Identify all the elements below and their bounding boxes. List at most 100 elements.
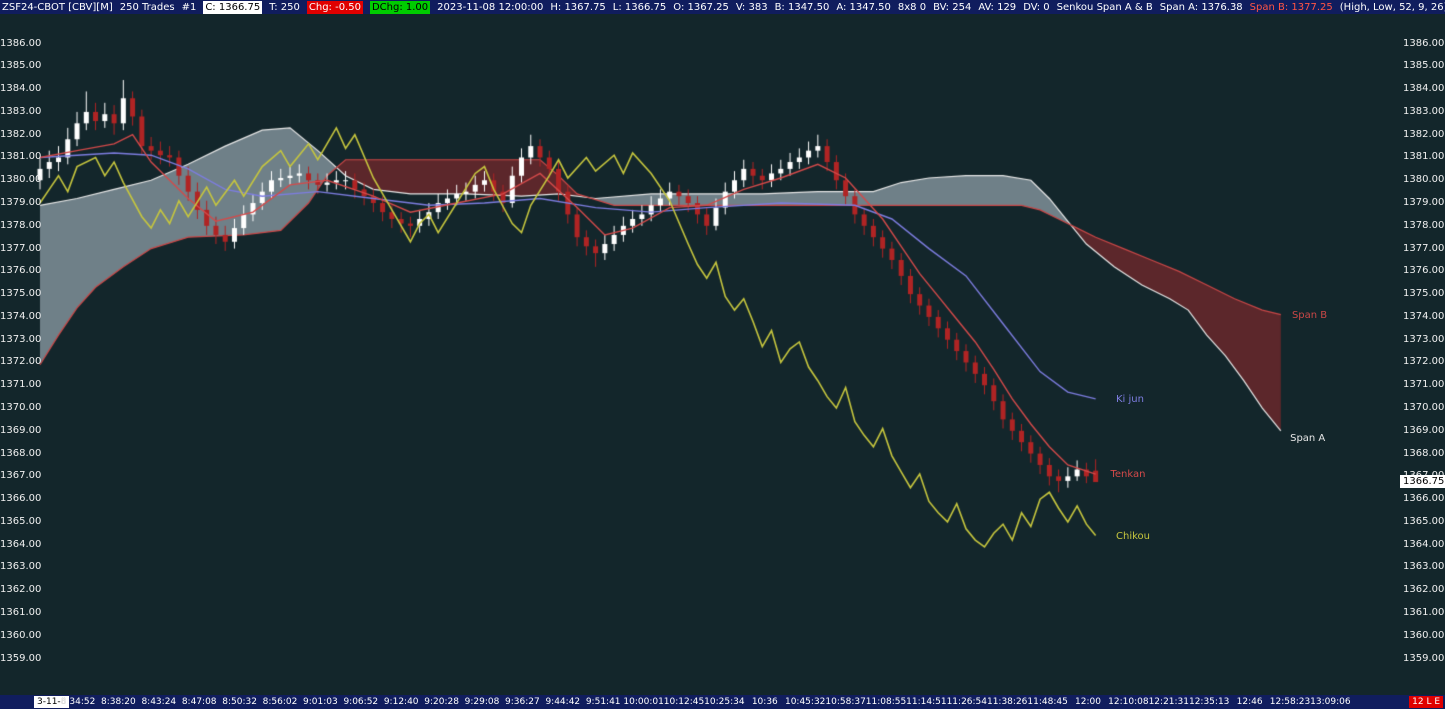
price-tick-label: 1383.00 bbox=[1403, 105, 1445, 117]
price-tick-label: 1380.00 bbox=[1403, 174, 1445, 186]
status-segment: Chg: -0.50 bbox=[306, 0, 363, 14]
price-tick-label: 1366.00 bbox=[1403, 493, 1445, 505]
time-tick-label: 9:06:52 bbox=[343, 697, 379, 707]
time-tick-label: 12:00 bbox=[1075, 697, 1101, 707]
status-segment: C: 1366.75 bbox=[203, 0, 263, 14]
status-segment: Span A: 1376.38 bbox=[1159, 1, 1243, 13]
time-tick-label: 11:08:55 bbox=[865, 697, 907, 707]
price-tick-label: 1369.00 bbox=[0, 424, 42, 436]
price-tick-label: 1362.00 bbox=[0, 584, 42, 596]
time-tick-label: 9:29:08 bbox=[464, 697, 500, 707]
status-segment: BV: 254 bbox=[933, 1, 972, 13]
price-tick-label: 1368.00 bbox=[1403, 447, 1445, 459]
price-tick-label: 1383.00 bbox=[0, 105, 42, 117]
price-tick-label: 1384.00 bbox=[1403, 83, 1445, 95]
time-axis[interactable]: 3-11-8 8:34:52 8:38:20 8:43:24 8:47:08 8:50:… bbox=[0, 695, 1445, 709]
price-tick-label: 1384.00 bbox=[0, 83, 42, 95]
status-segment: AV: 129 bbox=[978, 1, 1017, 13]
time-tick-label: 12:46 bbox=[1236, 697, 1263, 707]
time-tick-label: 9:12:40 bbox=[383, 697, 419, 707]
price-tick-label: 1376.00 bbox=[0, 265, 42, 277]
time-tick-label: 9:51:41 bbox=[585, 697, 621, 707]
time-tick-label: 12:21:31 bbox=[1148, 697, 1190, 707]
status-segment: O: 1367.25 bbox=[673, 1, 729, 13]
session-status-badge: 12 L E bbox=[1409, 696, 1443, 708]
price-tick-label: 1369.00 bbox=[1403, 424, 1445, 436]
time-tick-label: 11:26:54 bbox=[946, 697, 988, 707]
price-tick-label: 1385.00 bbox=[0, 60, 42, 72]
price-tick-label: 1365.00 bbox=[1403, 515, 1445, 527]
price-tick-label: 1370.00 bbox=[1403, 402, 1445, 414]
price-tick-label: 1359.00 bbox=[1403, 652, 1445, 664]
price-tick-label: 1378.00 bbox=[0, 219, 42, 231]
time-tick-label: 12:58:23 bbox=[1269, 697, 1311, 707]
price-tick-label: 1372.00 bbox=[1403, 356, 1445, 368]
time-tick-label: 11:48:45 bbox=[1027, 697, 1068, 707]
price-chart-canvas[interactable] bbox=[0, 14, 1445, 695]
status-segment: DV: 0 bbox=[1023, 1, 1050, 13]
status-segment: H: 1367.75 bbox=[550, 1, 606, 13]
price-tick-label: 1374.00 bbox=[0, 310, 42, 322]
price-tick-label: 1367.00 bbox=[0, 470, 42, 482]
right-price-axis[interactable]: 1366.75 1386.00 1385.00 1384.00 1383.00 1382… bbox=[1400, 14, 1445, 695]
price-tick-label: 1362.00 bbox=[1403, 584, 1445, 596]
price-tick-label: 1373.00 bbox=[1403, 333, 1445, 345]
price-tick-label: 1382.00 bbox=[0, 128, 42, 140]
price-tick-label: 1371.00 bbox=[0, 379, 42, 391]
price-tick-label: 1377.00 bbox=[0, 242, 42, 254]
price-tick-label: 1379.00 bbox=[0, 197, 42, 209]
time-tick-label: 10:25:34 bbox=[704, 697, 745, 707]
price-tick-label: 1360.00 bbox=[0, 629, 42, 641]
status-segment: DChg: 1.00 bbox=[369, 0, 431, 14]
time-tick-label: 8:43:24 bbox=[141, 697, 177, 707]
price-tick-label: 1386.00 bbox=[0, 37, 42, 49]
kijun-label: Ki jun bbox=[1116, 393, 1144, 405]
time-tick-label: 10:12:45 bbox=[663, 697, 705, 707]
price-tick-label: 1363.00 bbox=[0, 561, 42, 573]
price-tick-label: 1385.00 bbox=[1403, 60, 1445, 72]
price-tick-label: 1364.00 bbox=[0, 538, 42, 550]
time-tick-label: 8:50:32 bbox=[222, 697, 257, 707]
price-tick-label: 1381.00 bbox=[1403, 151, 1445, 163]
status-segment: A: 1347.50 bbox=[836, 1, 891, 13]
status-segment: V: 383 bbox=[735, 1, 768, 13]
price-tick-label: 1366.00 bbox=[0, 493, 42, 505]
price-tick-label: 1361.00 bbox=[0, 607, 42, 618]
time-tick-label: 8:38:20 bbox=[101, 697, 136, 707]
price-tick-label: 1376.00 bbox=[1403, 265, 1445, 277]
tenkan-label: Tenkan bbox=[1110, 469, 1146, 481]
time-tick-label: 9:44:42 bbox=[545, 697, 581, 707]
time-tick-label: 12:35:13 bbox=[1188, 697, 1230, 707]
price-tick-label: 1371.00 bbox=[1403, 379, 1445, 391]
price-tick-label: 1372.00 bbox=[0, 356, 42, 368]
status-segment: B: 1347.50 bbox=[774, 1, 830, 13]
span-b-label: Span B bbox=[1291, 309, 1328, 321]
price-tick-label: 1378.00 bbox=[1403, 219, 1445, 231]
price-tick-label: 1375.00 bbox=[0, 288, 42, 300]
time-tick-label: 8:34:52 bbox=[60, 697, 96, 707]
status-segment: (High, Low, 52, 9, 26) bbox=[1339, 1, 1445, 13]
span-a-label: Span A bbox=[1290, 432, 1326, 444]
price-tick-label: 1375.00 bbox=[1403, 288, 1445, 300]
status-segment: L: 1366.75 bbox=[612, 1, 667, 13]
price-tick-label: 1370.00 bbox=[0, 402, 42, 414]
time-tick-label: 8:47:08 bbox=[181, 697, 217, 707]
status-segment: 2023-11-08 12:00:00 bbox=[437, 1, 544, 13]
status-bar: ZSF24-CBOT [CBV][M] 250 Trades #1 C: 1366.7… bbox=[0, 0, 1445, 14]
price-tick-label: 1368.00 bbox=[0, 447, 42, 459]
time-tick-label: 9:20:28 bbox=[424, 697, 459, 707]
left-price-axis[interactable]: 1386.00 1385.00 1384.00 1383.00 1382.00 1381.… bbox=[0, 14, 42, 695]
time-tick-label: 10:00:01 bbox=[623, 697, 664, 707]
last-price-box: 1366.75 bbox=[1400, 475, 1445, 489]
price-tick-label: 1381.00 bbox=[0, 151, 42, 163]
time-tick-label: 10:45:32 bbox=[784, 697, 826, 707]
price-tick-label: 1382.00 bbox=[1403, 128, 1445, 140]
price-tick-label: 1365.00 bbox=[0, 515, 42, 527]
time-tick-label: 9:01:03 bbox=[303, 697, 338, 707]
price-tick-label: 1373.00 bbox=[0, 333, 42, 345]
price-tick-label: 1360.00 bbox=[1403, 629, 1445, 641]
time-tick-label: 11:38:26 bbox=[986, 697, 1028, 707]
price-tick-label: 1363.00 bbox=[1403, 561, 1445, 573]
time-tick-label: 13:09:06 bbox=[1310, 697, 1351, 707]
